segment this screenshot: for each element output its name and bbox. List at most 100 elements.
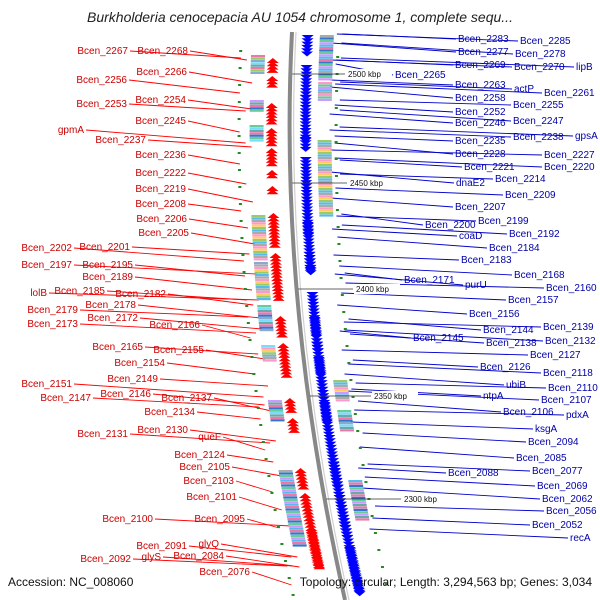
gene-label-right[interactable]: Bcen_2285	[520, 36, 571, 47]
gene-label-right[interactable]: Bcen_2106	[503, 407, 554, 418]
gene-label-left[interactable]: Bcen_2149	[107, 374, 158, 385]
gene-label-right[interactable]: actP	[514, 84, 534, 95]
gene-label-left[interactable]: Bcen_2137	[161, 393, 212, 404]
gene-label-right[interactable]: Bcen_2138	[486, 338, 537, 349]
gene-label-left[interactable]: Bcen_2185	[54, 286, 105, 297]
gene-label-right[interactable]: Bcen_2145	[413, 333, 464, 344]
gene-label-right[interactable]: Bcen_2252	[455, 107, 506, 118]
gene-label-left[interactable]: queF	[198, 432, 221, 443]
gene-label-right[interactable]: Bcen_2227	[544, 150, 595, 161]
gene-label-left[interactable]: Bcen_2124	[174, 450, 225, 461]
gene-label-left[interactable]: Bcen_2101	[186, 492, 237, 503]
gene-label-right[interactable]: Bcen_2094	[528, 437, 579, 448]
gene-label-left[interactable]: Bcen_2166	[149, 320, 200, 331]
gene-label-left[interactable]: Bcen_2189	[82, 272, 133, 283]
gene-label-right[interactable]: gpsA	[575, 131, 598, 142]
gene-label-right[interactable]: Bcen_2221	[464, 162, 515, 173]
gene-label-left[interactable]: Bcen_2095	[194, 514, 245, 525]
gene-label-right[interactable]: Bcen_2077	[532, 466, 583, 477]
gene-label-right[interactable]: Bcen_2199	[478, 216, 529, 227]
gene-label-left[interactable]: Bcen_2195	[82, 260, 133, 271]
gene-label-left[interactable]: Bcen_2173	[27, 319, 78, 330]
gene-label-left[interactable]: Bcen_2131	[77, 429, 128, 440]
gene-label-left[interactable]: glyS	[142, 552, 162, 563]
gene-label-right[interactable]: Bcen_2183	[461, 255, 512, 266]
gene-label-left[interactable]: Bcen_2151	[21, 379, 72, 390]
gene-label-left[interactable]: glyQ	[198, 539, 219, 550]
gene-label-left[interactable]: Bcen_2134	[144, 407, 195, 418]
gene-label-left[interactable]: Bcen_2222	[135, 168, 186, 179]
gene-label-left[interactable]: Bcen_2266	[136, 67, 187, 78]
gene-label-left[interactable]: Bcen_2267	[77, 46, 128, 57]
gene-label-right[interactable]: Bcen_2278	[515, 49, 566, 60]
gene-label-left[interactable]: Bcen_2253	[76, 99, 127, 110]
gene-label-left[interactable]: Bcen_2182	[115, 289, 166, 300]
gene-label-left[interactable]: Bcen_2206	[136, 214, 187, 225]
gene-label-right[interactable]: Bcen_2265	[395, 70, 446, 81]
gene-label-right[interactable]: Bcen_2255	[513, 100, 564, 111]
gene-label-right[interactable]: Bcen_2220	[544, 162, 595, 173]
gene-label-right[interactable]: Bcen_2052	[532, 520, 583, 531]
gene-labels[interactable]: Bcen_2267 Bcen_2268 Bcen_2266 Bcen_2256 Bcen…	[21, 34, 598, 578]
gene-label-left[interactable]: Bcen_2076	[199, 567, 250, 578]
gene-label-right[interactable]: Bcen_2139	[543, 322, 594, 333]
gene-label-left[interactable]: Bcen_2105	[179, 462, 230, 473]
gene-label-right[interactable]: Bcen_2270	[514, 62, 565, 73]
gene-label-right[interactable]: Bcen_2168	[514, 270, 565, 281]
gene-label-right[interactable]: Bcen_2118	[543, 368, 593, 379]
gene-label-right[interactable]: Bcen_2184	[489, 243, 540, 254]
gene-label-left[interactable]: Bcen_2256	[76, 75, 127, 86]
gene-label-right[interactable]: Bcen_2283	[458, 34, 509, 45]
gene-label-left[interactable]: Bcen_2245	[135, 116, 186, 127]
gene-label-right[interactable]: Bcen_2144	[483, 325, 534, 336]
gene-label-left[interactable]: Bcen_2197	[21, 260, 72, 271]
gene-label-right[interactable]: Bcen_2085	[516, 453, 567, 464]
gene-label-right[interactable]: Bcen_2246	[455, 118, 506, 129]
gene-label-right[interactable]: recA	[570, 533, 591, 544]
gene-label-right[interactable]: pdxA	[566, 410, 589, 421]
gene-label-right[interactable]: Bcen_2238	[513, 132, 564, 143]
gene-label-right[interactable]: Bcen_2056	[546, 506, 597, 517]
gene-label-right[interactable]: Bcen_2269	[455, 60, 506, 71]
gene-label-left[interactable]: Bcen_2208	[135, 199, 186, 210]
gene-label-right[interactable]: Bcen_2209	[505, 190, 556, 201]
gene-label-right[interactable]: dnaE2	[456, 178, 485, 189]
gene-label-right[interactable]: coaD	[459, 231, 482, 242]
gene-label-right[interactable]: Bcen_2192	[509, 229, 560, 240]
gene-label-right[interactable]: Bcen_2200	[425, 220, 476, 231]
gene-label-left[interactable]: Bcen_2154	[114, 358, 165, 369]
gene-label-right[interactable]: Bcen_2261	[544, 88, 595, 99]
gene-label-left[interactable]: Bcen_2155	[153, 345, 204, 356]
gene-label-left[interactable]: Bcen_2236	[135, 150, 186, 161]
gene-label-right[interactable]: Bcen_2258	[455, 93, 506, 104]
gene-label-left[interactable]: Bcen_2091	[136, 541, 187, 552]
gene-label-left[interactable]: Bcen_2237	[95, 135, 146, 146]
gene-label-right[interactable]: Bcen_2062	[542, 494, 593, 505]
gene-label-right[interactable]: Bcen_2069	[537, 481, 588, 492]
gene-label-right[interactable]: Bcen_2263	[455, 80, 506, 91]
gene-label-right[interactable]: Bcen_2277	[458, 47, 509, 58]
gene-label-left[interactable]: Bcen_2130	[137, 425, 188, 436]
gene-label-left[interactable]: Bcen_2172	[87, 313, 138, 324]
gene-label-right[interactable]: Bcen_2160	[546, 283, 597, 294]
gene-label-right[interactable]: Bcen_2157	[508, 295, 559, 306]
gene-label-left[interactable]: Bcen_2202	[21, 243, 72, 254]
gene-label-right[interactable]: Bcen_2110	[548, 383, 598, 394]
gene-label-right[interactable]: ntpA	[483, 391, 504, 402]
gene-label-left[interactable]: Bcen_2268	[137, 46, 188, 57]
gene-label-left[interactable]: Bcen_2179	[27, 305, 78, 316]
gene-label-right[interactable]: ubiB	[506, 380, 526, 391]
gene-label-left[interactable]: Bcen_2100	[102, 514, 153, 525]
gene-label-left[interactable]: lolB	[30, 288, 47, 299]
gene-label-left[interactable]: Bcen_2103	[183, 476, 234, 487]
gene-label-left[interactable]: Bcen_2178	[85, 300, 136, 311]
gene-label-left[interactable]: Bcen_2205	[138, 228, 189, 239]
gene-label-right[interactable]: Bcen_2228	[455, 149, 506, 160]
gene-label-left[interactable]: Bcen_2092	[80, 554, 131, 565]
gene-label-left[interactable]: Bcen_2165	[92, 342, 143, 353]
gene-label-right[interactable]: purU	[465, 280, 487, 291]
gene-label-right[interactable]: ksgA	[535, 424, 558, 435]
gene-label-right[interactable]: Bcen_2132	[545, 336, 596, 347]
gene-label-right[interactable]: Bcen_2107	[541, 395, 592, 406]
